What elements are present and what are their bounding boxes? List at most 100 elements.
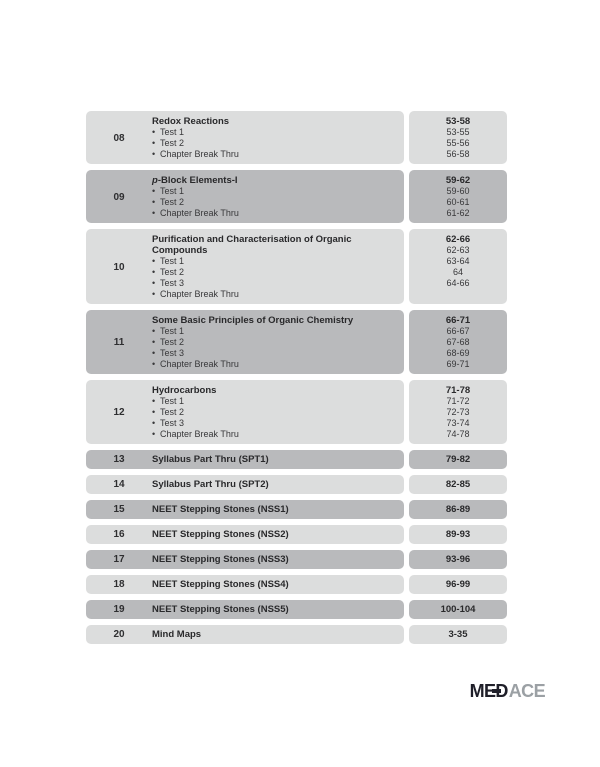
chapter-title-rest: -Block Elements-I [157,175,238,186]
subitem-pages: 62-63 [446,245,470,255]
subitem-label: Test 2 [160,337,185,347]
logo-med-text: ME [469,681,496,701]
subitem-pages: 60-61 [446,197,470,207]
toc-row: 18 NEET Stepping Stones (NSS4) 96-99 [86,575,507,594]
toc-row-main: 16 NEET Stepping Stones (NSS2) [86,525,404,544]
subitem-pages: 67-68 [446,337,470,347]
toc-row: 17 NEET Stepping Stones (NSS3) 93-96 [86,550,507,569]
toc-row-main: 11 Some Basic Principles of Organic Chem… [86,310,404,374]
subitem-pages: 61-62 [446,208,470,218]
toc-row-pages: 71-78 71-72 72-73 73-74 74-78 [409,380,507,444]
subitem: • Chapter Break Thru [152,149,398,160]
chapter-number: 16 [113,529,125,540]
chapter-number: 14 [113,479,125,490]
subitem: • Test 2 [152,407,398,418]
toc-row-pages: 3-35 [409,625,507,644]
chapter-title-block: p-Block Elements-I • Test 1 • Test 2 • Chapte… [152,175,404,219]
toc-row-main: 13 Syllabus Part Thru (SPT1) [86,450,404,469]
chapter-number: 08 [113,132,125,144]
toc-row: 19 NEET Stepping Stones (NSS5) 100-104 [86,600,507,619]
logo-ace-text: ACE [508,681,546,701]
chapter-title-block: Purification and Characterisation of Org… [152,234,404,300]
toc-row: 16 NEET Stepping Stones (NSS2) 89-93 [86,525,507,544]
subitem-pages: 71-72 [446,396,470,406]
chapter-number: 12 [113,407,125,418]
bullet-icon: • [152,326,156,336]
toc-row-pages: 82-85 [409,475,507,494]
chapter-title-block: Mind Maps [152,629,404,640]
bullet-icon: • [152,127,156,137]
chapter-title-block: Syllabus Part Thru (SPT2) [152,479,404,490]
chapter-subitem-pages: 66-67 67-68 68-69 69-71 [413,326,503,370]
chapter-page-range: 71-78 [445,385,471,396]
toc-table: 08 Redox Reactions • Test 1 • Test 2 • Chapte… [86,111,507,650]
chapter-page-range: 3-35 [448,629,468,640]
subitem-label: Test 2 [160,267,185,277]
bullet-icon: • [152,407,156,417]
bullet-icon: • [152,186,156,196]
subitem-label: Chapter Break Thru [160,289,239,299]
subitem-pages: 55-56 [446,138,470,148]
toc-row: 13 Syllabus Part Thru (SPT1) 79-82 [86,450,507,469]
subitem: • Test 1 [152,256,398,267]
subitem-pages: 64 [452,267,463,277]
toc-row-main: 14 Syllabus Part Thru (SPT2) [86,475,404,494]
subitem-label: Test 2 [160,407,185,417]
chapter-page-range: 79-82 [445,454,471,465]
chapter-title: Redox Reactions [152,116,230,127]
subitem-pages: 59-60 [446,186,470,196]
chapter-number: 17 [113,554,125,565]
subitem-pages: 64-66 [446,278,470,288]
toc-row-pages: 93-96 [409,550,507,569]
chapter-title-block: Hydrocarbons • Test 1 • Test 2 • Test 3 • Chapt… [152,385,404,440]
bullet-icon: • [152,418,156,428]
bullet-icon: • [152,138,156,148]
chapter-page-range: 96-99 [445,579,471,590]
chapter-subitems: • Test 1 • Test 2 • Test 3 • Chapter Break Thru [152,256,398,300]
chapter-title-block: NEET Stepping Stones (NSS5) [152,604,404,615]
toc-row-main: 12 Hydrocarbons • Test 1 • Test 2 • Test 3 • Ch… [86,380,404,444]
chapter-title-block: NEET Stepping Stones (NSS3) [152,554,404,565]
subitem-label: Test 1 [160,256,185,266]
subitem-pages: 68-69 [446,348,470,358]
subitem: • Chapter Break Thru [152,429,398,440]
chapter-page-range: 53-58 [445,116,471,127]
chapter-number: 19 [113,604,125,615]
chapter-subitems: • Test 1 • Test 2 • Test 3 • Chapter Break Thru [152,396,398,440]
chapter-page-range: 100-104 [440,604,476,615]
chapter-title-block: NEET Stepping Stones (NSS1) [152,504,404,515]
bullet-icon: • [152,396,156,406]
chapter-title: Purification and Characterisation of Org… [152,234,352,256]
subitem-pages: 53-55 [446,127,470,137]
toc-row-main: 18 NEET Stepping Stones (NSS4) [86,575,404,594]
chapter-page-range: 93-96 [445,554,471,565]
bullet-icon: • [152,348,156,358]
bullet-icon: • [152,208,156,218]
chapter-title: NEET Stepping Stones (NSS1) [152,504,289,515]
chapter-title: Syllabus Part Thru (SPT2) [152,479,269,490]
toc-row-pages: 96-99 [409,575,507,594]
subitem-pages: 74-78 [446,429,470,439]
toc-row: 14 Syllabus Part Thru (SPT2) 82-85 [86,475,507,494]
toc-row: 15 NEET Stepping Stones (NSS1) 86-89 [86,500,507,519]
bullet-icon: • [152,289,156,299]
chapter-page-range: 59-62 [445,175,471,186]
subitem-label: Test 3 [160,418,185,428]
medace-logo: MEDACE [469,681,546,701]
toc-row: 20 Mind Maps 3-35 [86,625,507,644]
subitem-label: Test 1 [160,326,185,336]
subitem-label: Test 3 [160,348,185,358]
bullet-icon: • [152,149,156,159]
chapter-title-block: Syllabus Part Thru (SPT1) [152,454,404,465]
subitem-label: Test 3 [160,278,185,288]
subitem-pages: 63-64 [446,256,470,266]
toc-row-main: 17 NEET Stepping Stones (NSS3) [86,550,404,569]
chapter-number: 11 [113,337,125,348]
chapter-subitem-pages: 59-60 60-61 61-62 [413,186,503,219]
subitem-pages: 69-71 [446,359,470,369]
bullet-icon: • [152,337,156,347]
chapter-title-block: Some Basic Principles of Organic Chemist… [152,315,404,370]
subitem: • Test 2 [152,138,398,149]
toc-row-main: 09 p-Block Elements-I • Test 1 • Test 2 • Cha… [86,170,404,223]
toc-row-pages: 79-82 [409,450,507,469]
